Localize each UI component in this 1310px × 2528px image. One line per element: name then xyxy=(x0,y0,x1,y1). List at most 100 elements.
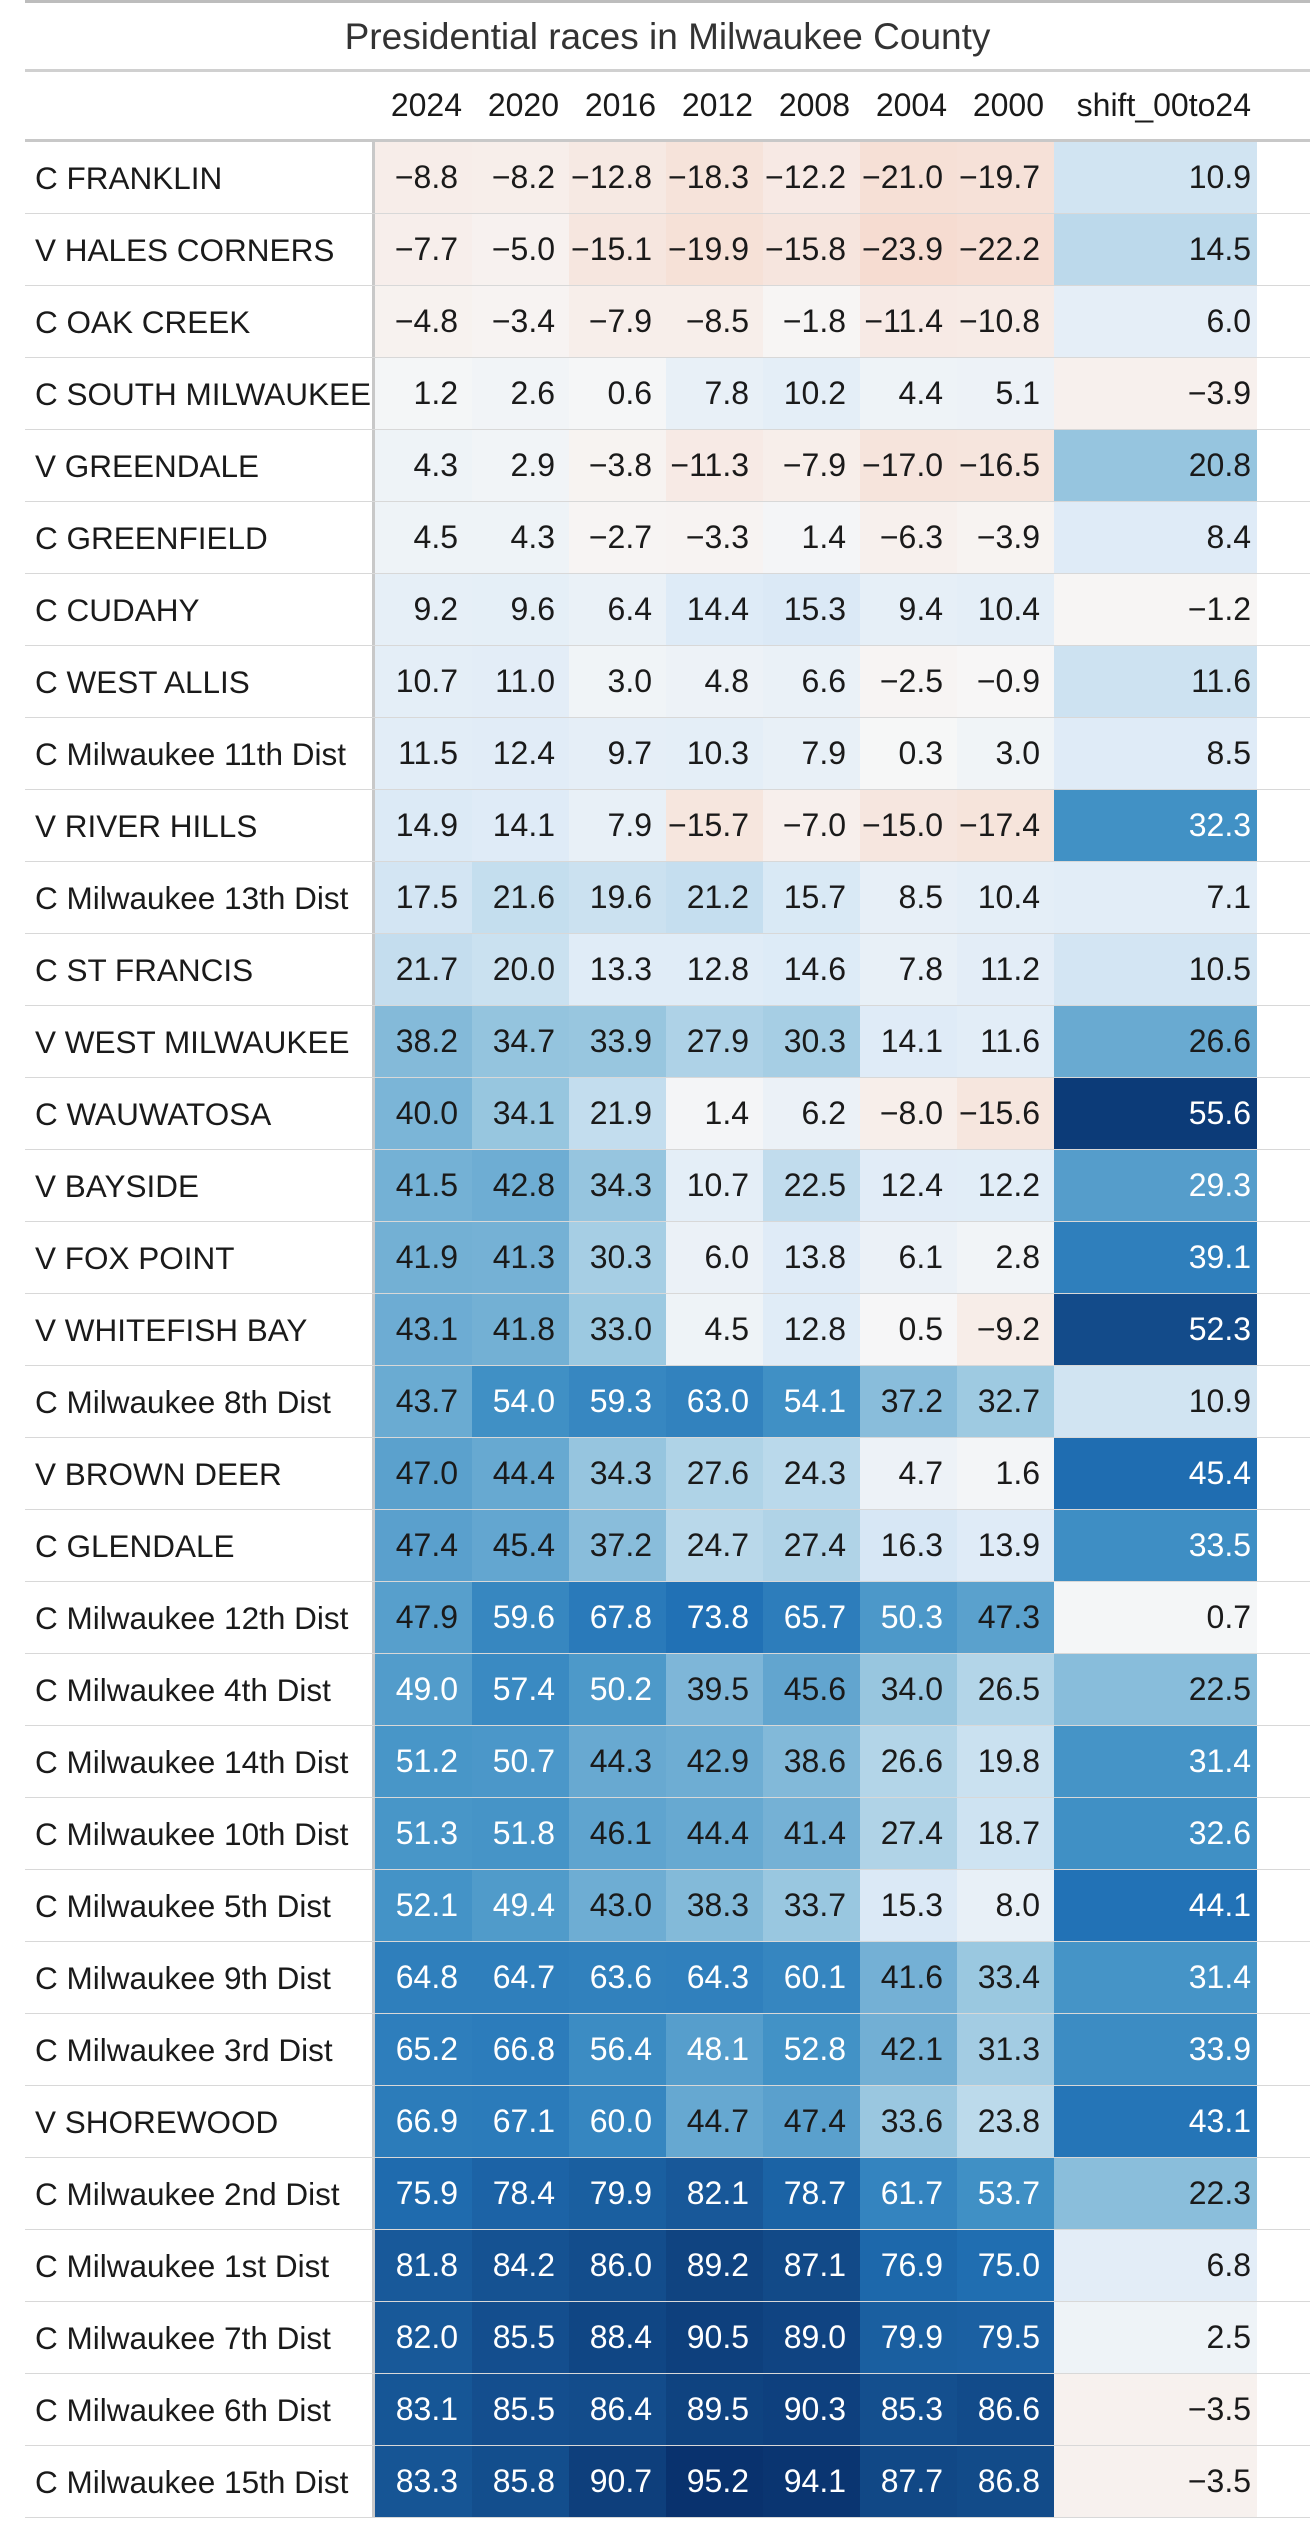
data-cell: 64.8 xyxy=(375,1942,472,2013)
data-cell: 4.4 xyxy=(860,358,957,429)
data-cell: 53.7 xyxy=(957,2158,1054,2229)
data-cell: 75.9 xyxy=(375,2158,472,2229)
data-cell: 0.6 xyxy=(569,358,666,429)
table-row: C Milwaukee 14th Dist 51.2 50.7 44.3 42.9 38.… xyxy=(25,1726,1310,1798)
data-cell: 67.1 xyxy=(472,2086,569,2157)
data-cell: 51.3 xyxy=(375,1798,472,1869)
table-row: V FOX POINT 41.9 41.3 30.3 6.0 13.8 6.1 2.8 39.1 xyxy=(25,1222,1310,1294)
data-cell: −1.2 xyxy=(1054,574,1257,645)
data-cell: 38.2 xyxy=(375,1006,472,1077)
table-row: V GREENDALE 4.3 2.9 −3.8 −11.3 −7.9 −17.0 −16.5… xyxy=(25,430,1310,502)
data-cell: 6.1 xyxy=(860,1222,957,1293)
data-cell: 47.4 xyxy=(763,2086,860,2157)
data-cell: 65.7 xyxy=(763,1582,860,1653)
data-cell: 82.1 xyxy=(666,2158,763,2229)
data-cell: −21.0 xyxy=(860,142,957,213)
row-label: V WHITEFISH BAY xyxy=(25,1294,375,1365)
data-cell: 11.6 xyxy=(957,1006,1054,1077)
table-body: C FRANKLIN −8.8 −8.2 −12.8 −18.3 −12.2 −21.0 −1… xyxy=(25,142,1310,2518)
table-row: C Milwaukee 9th Dist 64.8 64.7 63.6 64.3 60.1… xyxy=(25,1942,1310,2014)
data-cell: 43.7 xyxy=(375,1366,472,1437)
data-cell: 10.9 xyxy=(1054,1366,1257,1437)
data-cell: 66.8 xyxy=(472,2014,569,2085)
data-cell: 90.3 xyxy=(763,2374,860,2445)
row-label: V HALES CORNERS xyxy=(25,214,375,285)
row-label: C Milwaukee 2nd Dist xyxy=(25,2158,375,2229)
data-cell: 22.3 xyxy=(1054,2158,1257,2229)
table-row: C Milwaukee 15th Dist 83.3 85.8 90.7 95.2 94.… xyxy=(25,2446,1310,2518)
data-cell: 2.8 xyxy=(957,1222,1054,1293)
data-cell: −3.5 xyxy=(1054,2374,1257,2445)
data-cell: 47.0 xyxy=(375,1438,472,1509)
results-table: Presidential races in Milwaukee County 2… xyxy=(25,0,1310,2518)
data-cell: 44.4 xyxy=(472,1438,569,1509)
data-cell: 15.3 xyxy=(860,1870,957,1941)
data-cell: 64.3 xyxy=(666,1942,763,2013)
data-cell: −3.9 xyxy=(1054,358,1257,429)
column-header-2016: 2016 xyxy=(584,87,656,123)
data-cell: 24.3 xyxy=(763,1438,860,1509)
data-cell: −5.0 xyxy=(472,214,569,285)
row-label: C Milwaukee 10th Dist xyxy=(25,1798,375,1869)
data-cell: 37.2 xyxy=(860,1366,957,1437)
data-cell: 47.3 xyxy=(957,1582,1054,1653)
data-cell: 11.2 xyxy=(957,934,1054,1005)
data-cell: 9.6 xyxy=(472,574,569,645)
data-cell: 41.5 xyxy=(375,1150,472,1221)
row-label: V SHOREWOOD xyxy=(25,2086,375,2157)
data-cell: 73.8 xyxy=(666,1582,763,1653)
data-cell: 60.0 xyxy=(569,2086,666,2157)
table-row: C Milwaukee 7th Dist 82.0 85.5 88.4 90.5 89.0… xyxy=(25,2302,1310,2374)
data-cell: 38.6 xyxy=(763,1726,860,1797)
data-cell: 45.4 xyxy=(1054,1438,1257,1509)
data-cell: −15.8 xyxy=(763,214,860,285)
data-cell: 52.1 xyxy=(375,1870,472,1941)
data-cell: 89.0 xyxy=(763,2302,860,2373)
data-cell: −4.8 xyxy=(375,286,472,357)
row-label: C Milwaukee 3rd Dist xyxy=(25,2014,375,2085)
data-cell: 20.0 xyxy=(472,934,569,1005)
data-cell: 41.6 xyxy=(860,1942,957,2013)
data-cell: 44.7 xyxy=(666,2086,763,2157)
data-cell: 59.6 xyxy=(472,1582,569,1653)
data-cell: 14.6 xyxy=(763,934,860,1005)
data-cell: 32.3 xyxy=(1054,790,1257,861)
data-cell: −3.8 xyxy=(569,430,666,501)
data-cell: 10.2 xyxy=(763,358,860,429)
data-cell: 33.9 xyxy=(569,1006,666,1077)
data-cell: 13.8 xyxy=(763,1222,860,1293)
data-cell: 15.7 xyxy=(763,862,860,933)
table-row: C WAUWATOSA 40.0 34.1 21.9 1.4 6.2 −8.0 −15.6 55… xyxy=(25,1078,1310,1150)
data-cell: 15.3 xyxy=(763,574,860,645)
data-cell: 60.1 xyxy=(763,1942,860,2013)
data-cell: 31.3 xyxy=(957,2014,1054,2085)
data-cell: 66.9 xyxy=(375,2086,472,2157)
data-cell: 85.8 xyxy=(472,2446,569,2517)
data-cell: 5.1 xyxy=(957,358,1054,429)
data-cell: −3.5 xyxy=(1054,2446,1257,2517)
data-cell: 21.2 xyxy=(666,862,763,933)
table-row: C GLENDALE 47.4 45.4 37.2 24.7 27.4 16.3 13.9 33… xyxy=(25,1510,1310,1582)
data-cell: 8.4 xyxy=(1054,502,1257,573)
data-cell: 19.8 xyxy=(957,1726,1054,1797)
data-cell: 14.1 xyxy=(472,790,569,861)
row-label: V WEST MILWAUKEE xyxy=(25,1006,375,1077)
data-cell: 83.3 xyxy=(375,2446,472,2517)
column-header-2008: 2008 xyxy=(778,87,850,123)
data-cell: −8.2 xyxy=(472,142,569,213)
data-cell: 10.4 xyxy=(957,862,1054,933)
data-cell: 7.9 xyxy=(763,718,860,789)
chart-title: Presidential races in Milwaukee County xyxy=(344,16,991,57)
data-cell: 6.0 xyxy=(1054,286,1257,357)
row-label: C OAK CREEK xyxy=(25,286,375,357)
row-label: C WAUWATOSA xyxy=(25,1078,375,1149)
data-cell: 85.5 xyxy=(472,2302,569,2373)
data-cell: −7.0 xyxy=(763,790,860,861)
data-cell: 40.0 xyxy=(375,1078,472,1149)
data-cell: 79.9 xyxy=(860,2302,957,2373)
data-cell: 44.3 xyxy=(569,1726,666,1797)
data-cell: 6.6 xyxy=(763,646,860,717)
data-cell: 81.8 xyxy=(375,2230,472,2301)
data-cell: 61.7 xyxy=(860,2158,957,2229)
data-cell: 51.2 xyxy=(375,1726,472,1797)
